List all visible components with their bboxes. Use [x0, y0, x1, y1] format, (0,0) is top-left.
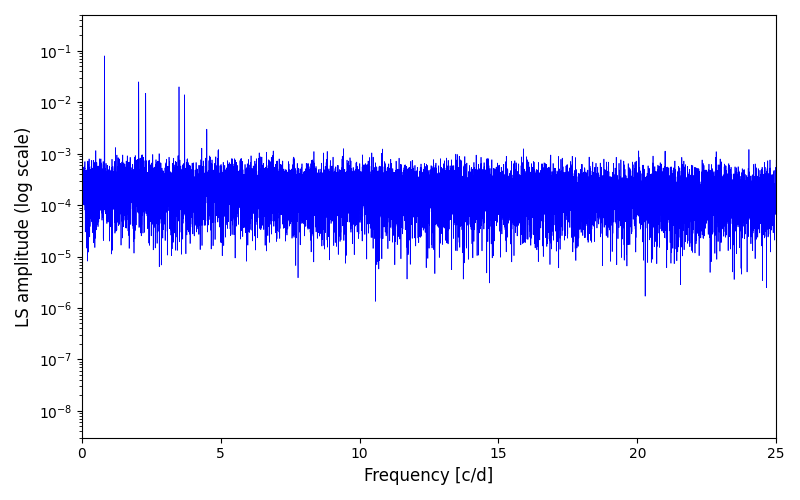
X-axis label: Frequency [c/d]: Frequency [c/d] — [364, 467, 494, 485]
Y-axis label: LS amplitude (log scale): LS amplitude (log scale) — [15, 126, 33, 326]
